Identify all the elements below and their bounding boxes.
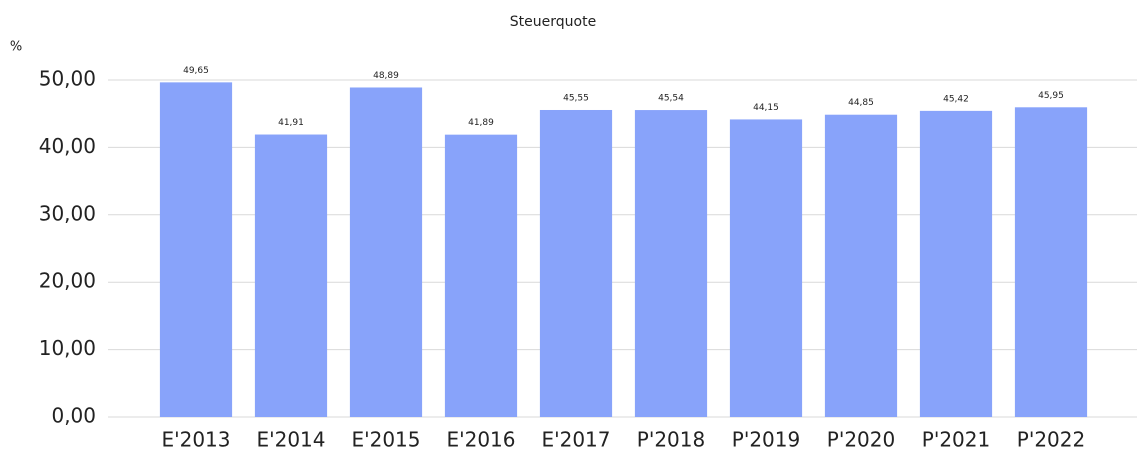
- y-axis-label: %: [10, 40, 22, 55]
- bar: [1014, 107, 1088, 417]
- x-tick-label: E'2017: [541, 428, 610, 451]
- y-tick-label: 40,00: [39, 134, 96, 158]
- data-label: 41,91: [278, 118, 304, 128]
- bar: [539, 109, 613, 418]
- x-tick-label: E'2014: [256, 428, 325, 451]
- data-label: 44,15: [753, 103, 779, 113]
- x-tick-label: P'2022: [1017, 428, 1085, 451]
- data-label: 44,85: [848, 98, 874, 108]
- y-tick-label: 10,00: [39, 336, 96, 360]
- bar: [824, 114, 898, 417]
- chart-title: Steuerquote: [510, 14, 596, 30]
- data-label: 45,95: [1038, 91, 1064, 101]
- x-tick-label: E'2016: [446, 428, 515, 451]
- y-tick-label: 0,00: [51, 404, 96, 428]
- bar: [159, 82, 233, 417]
- data-label: 49,65: [183, 66, 209, 76]
- y-tick-label: 20,00: [39, 269, 96, 293]
- x-tick-label: P'2019: [732, 428, 800, 451]
- data-label: 45,42: [943, 94, 969, 104]
- bar: [444, 134, 518, 417]
- x-tick-label: P'2021: [922, 428, 990, 451]
- data-label: 45,55: [563, 93, 589, 103]
- x-tick-label: E'2013: [161, 428, 230, 451]
- x-tick-label: P'2018: [637, 428, 705, 451]
- y-tick-label: 30,00: [39, 201, 96, 225]
- data-label: 41,89: [468, 118, 494, 128]
- x-tick-label: E'2015: [351, 428, 420, 451]
- bar: [919, 110, 993, 417]
- bar: [254, 134, 328, 417]
- x-tick-label: P'2020: [827, 428, 895, 451]
- bar: [634, 110, 708, 418]
- data-label: 48,89: [373, 71, 399, 81]
- bar: [349, 87, 423, 418]
- y-tick-label: 50,00: [39, 67, 96, 91]
- bar: [729, 119, 803, 417]
- data-label: 45,54: [658, 94, 684, 104]
